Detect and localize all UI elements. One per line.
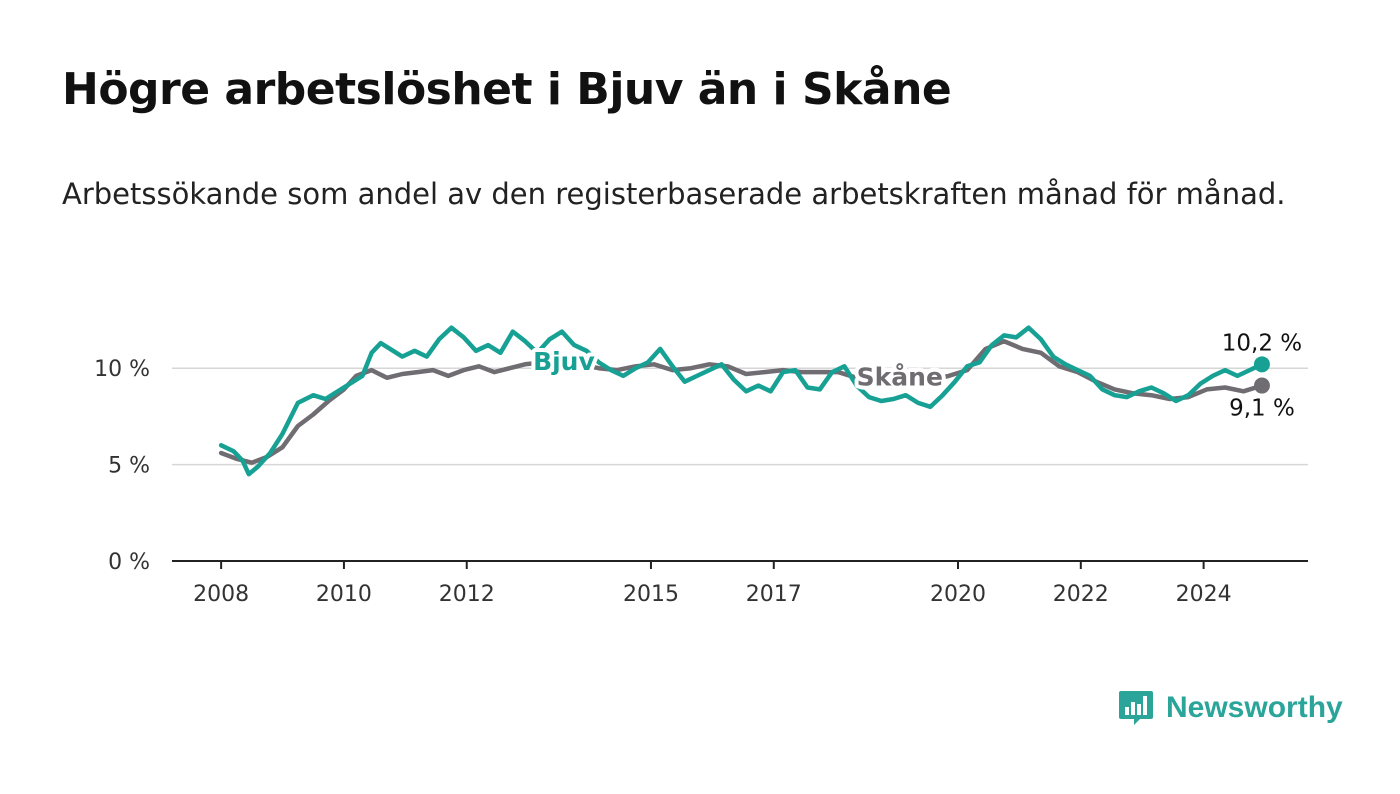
series-line-bjuv	[218, 325, 1265, 477]
x-tick-label: 2024	[1176, 582, 1232, 607]
series-line-skåne	[218, 338, 1265, 465]
x-tick-label: 2017	[746, 582, 802, 607]
end-point-bjuv	[1253, 356, 1270, 373]
end-label-skane: 9,1 %	[1229, 396, 1295, 422]
newsworthy-logo: Newsworthy	[1118, 690, 1343, 726]
grid-layer	[172, 367, 1308, 569]
label-layer: 0 % 5 % 10 % 2008 2010 2012 2015 2017 2020 2022 20…	[94, 328, 1305, 607]
x-tick-label: 2015	[623, 582, 679, 607]
y-tick-label: 5 %	[108, 454, 150, 479]
series-label-skane: Skåne	[857, 363, 943, 392]
line-chart: 0 % 5 % 10 % 2008 2010 2012 2015 2017 2020 2022 20…	[94, 325, 1308, 607]
y-tick-label: 0 %	[108, 550, 150, 575]
x-tick-label: 2012	[439, 582, 495, 607]
y-tick-label: 10 %	[94, 357, 150, 382]
end-label-bjuv: 10,2 %	[1222, 330, 1302, 356]
brand-name: Newsworthy	[1166, 691, 1343, 724]
chart-subtitle: Arbetssökande som andel av den registerb…	[62, 177, 1286, 211]
x-tick-label: 2022	[1053, 582, 1109, 607]
x-tick-label: 2010	[316, 582, 372, 607]
x-tick-label: 2008	[193, 582, 249, 607]
end-point-skåne	[1253, 377, 1270, 394]
series-label-bjuv: Bjuv	[533, 347, 595, 376]
newsworthy-logo-icon	[1119, 691, 1153, 725]
chart-title: Högre arbetslöshet i Bjuv än i Skåne	[62, 64, 952, 115]
x-tick-label: 2020	[930, 582, 986, 607]
series-layer	[218, 325, 1270, 477]
